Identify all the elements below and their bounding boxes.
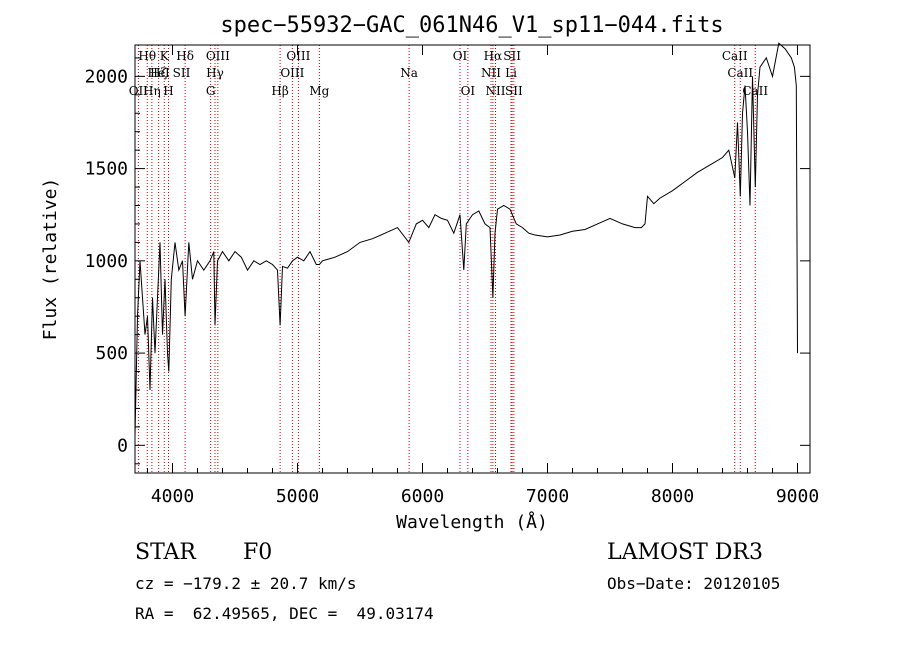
sky-coordinates: RA = 62.49565, DEC = 49.03174 [135,604,434,623]
object-subclass: F0 [243,540,273,565]
x-tick-label: 6000 [401,486,444,507]
line-label: SII [505,84,523,98]
redshift-velocity: cz = −179.2 ± 20.7 km/s [135,574,357,593]
line-label: Hα [484,49,503,63]
x-axis-ticks: 4000 5000 6000 7000 8000 9000 [147,45,819,507]
x-tick-label: 9000 [776,486,819,507]
line-label: SII [503,49,521,63]
line-label: NII [481,66,501,80]
line-label: OIII [206,49,230,63]
line-label: OI [453,49,468,63]
line-label: Mg [309,84,329,98]
line-label: OII [129,84,149,98]
line-label: Hζ [150,66,167,80]
chart-title: spec−55932−GAC_061N46_V1_sp11−044.fits [220,13,723,38]
line-label: CaII [742,84,768,98]
line-label: CaII [727,66,753,80]
line-label: HeI [147,66,170,80]
line-label: G [206,84,216,98]
line-label: K [160,49,170,63]
line-label: Hδ [176,49,194,63]
observation-date: Obs−Date: 20120105 [607,574,781,593]
x-tick-label: 4000 [151,486,194,507]
y-tick-label: 1000 [85,251,128,272]
x-tick-label: 7000 [526,486,569,507]
y-axis-label: Flux (relative) [40,178,61,341]
line-label: Hθ [138,49,156,63]
y-axis-ticks: 0 500 1000 1500 2000 [85,57,810,465]
x-tick-label: 8000 [651,486,694,507]
y-tick-label: 0 [117,435,128,456]
line-label: Na [400,66,418,80]
line-label: OI [461,84,476,98]
spectrum-line [134,42,798,437]
line-label: Hη [143,84,161,98]
line-label: OIII [280,66,304,80]
line-label: H [163,84,173,98]
object-class: STAR [135,540,196,565]
line-label: SII [173,66,191,80]
line-label: NII [486,84,506,98]
y-tick-label: 500 [95,343,128,364]
y-tick-label: 1500 [85,159,128,180]
survey-name: LAMOST DR3 [607,540,763,565]
line-label: CaII [722,49,748,63]
x-axis-label: Wavelength (Å) [396,511,548,533]
line-label: Hγ [206,66,224,80]
x-tick-label: 5000 [276,486,319,507]
line-label: Hβ [271,84,288,98]
line-label: Li [505,66,517,80]
plot-frame [134,44,811,474]
spectral-line-markers [137,45,756,473]
line-label: OIII [286,49,310,63]
y-tick-label: 2000 [85,66,128,87]
